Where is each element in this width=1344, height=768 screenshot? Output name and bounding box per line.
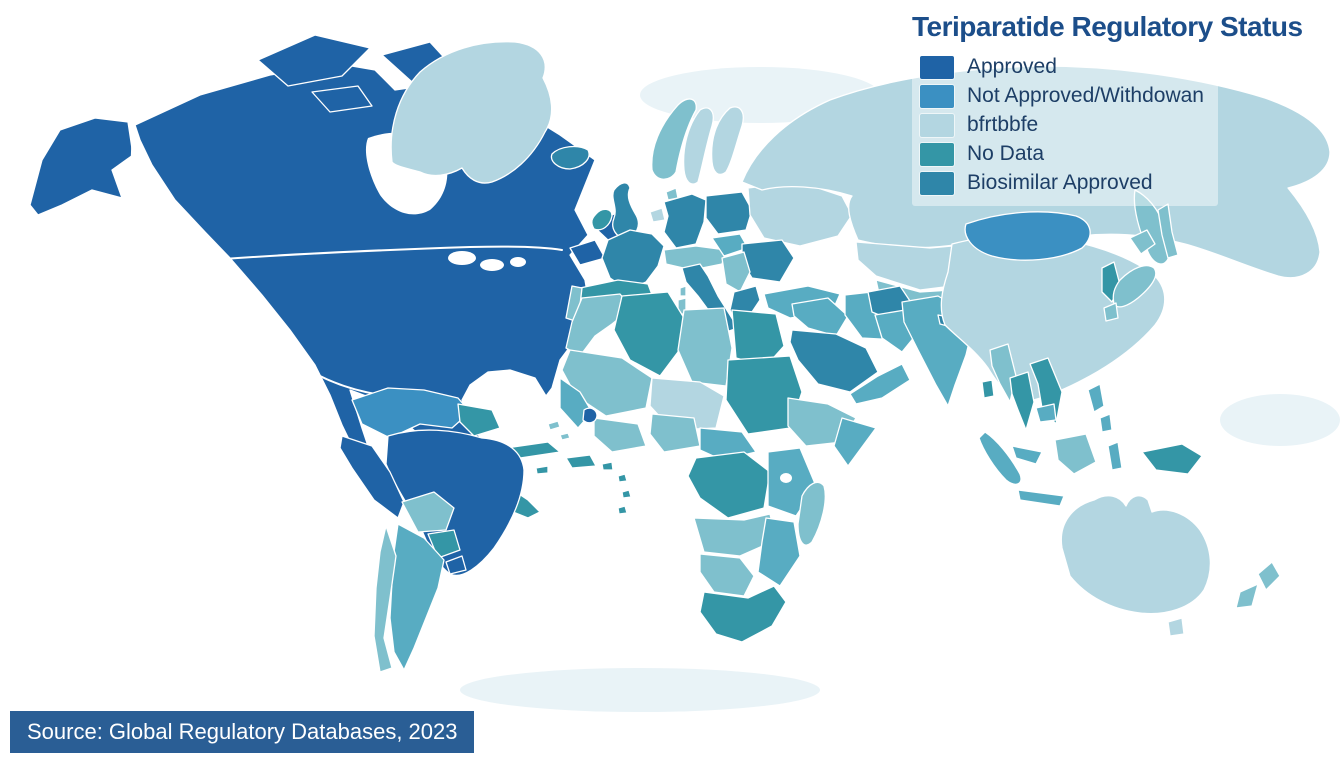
great-lakes	[510, 257, 526, 267]
legend-label-no-data: No Data	[967, 142, 1045, 166]
region-madagascar	[797, 481, 826, 546]
region-egypt	[731, 309, 785, 367]
legend-item-approved: Approved	[920, 53, 1204, 82]
region-new-zealand	[1235, 561, 1281, 609]
region-mozambique-zimbabwe	[757, 517, 801, 587]
map-title: Teriparatide Regulatory Status	[912, 11, 1303, 42]
region-caribbean-islands	[535, 461, 632, 515]
region-romania-bulgaria	[741, 239, 795, 283]
legend-item-unknown: bfrtbbfe	[920, 111, 1204, 140]
legend-item-not-approved: Not Approved/Withdowan	[920, 82, 1204, 111]
legend: Teriparatide Regulatory Status Approved …	[912, 11, 1332, 206]
region-south-africa	[699, 585, 787, 643]
legend-panel: Approved Not Approved/Withdowan bfrtbbfe…	[912, 48, 1218, 206]
region-alpine	[663, 245, 727, 271]
region-arctic-islands	[257, 34, 371, 87]
region-sumatra	[978, 431, 1022, 485]
region-saudi-arabia	[789, 329, 879, 393]
region-japan	[1103, 302, 1119, 322]
region-nigeria	[649, 413, 701, 453]
region-papua-new-guinea	[1141, 443, 1203, 475]
legend-item-no-data: No Data	[920, 140, 1204, 169]
region-alaska	[29, 117, 134, 216]
region-guyanas	[457, 403, 501, 437]
region-hispaniola	[565, 454, 597, 469]
region-ecuador-peru	[339, 435, 405, 519]
region-balkans	[721, 251, 751, 293]
region-uk	[612, 182, 640, 239]
region-sakhalin	[1157, 203, 1179, 259]
region-philippines	[1087, 383, 1113, 433]
region-sulawesi	[1107, 441, 1123, 471]
region-sardinia	[677, 285, 687, 315]
region-finland	[710, 106, 744, 176]
region-somalia	[833, 417, 877, 467]
region-australia	[1060, 495, 1212, 615]
lake-victoria	[780, 473, 792, 483]
source-badge: Source: Global Regulatory Databases, 202…	[10, 711, 475, 753]
great-lakes	[480, 259, 504, 271]
region-sri-lanka	[981, 379, 995, 399]
region-drc	[687, 451, 771, 519]
border-us-canada	[185, 245, 563, 263]
legend-swatch-no-data	[920, 142, 954, 166]
region-uruguay	[445, 555, 467, 575]
region-namibia-botswana	[699, 553, 755, 597]
region-mongolia	[964, 211, 1091, 261]
region-thailand	[1009, 371, 1035, 431]
region-borneo	[1054, 433, 1097, 475]
region-japan	[1129, 229, 1156, 255]
region-java	[1017, 489, 1065, 507]
region-bolivia	[401, 491, 455, 533]
region-myanmar	[989, 343, 1017, 403]
ocean-wisp	[1220, 394, 1340, 446]
region-bahamas	[547, 420, 571, 441]
region-germany	[663, 193, 707, 249]
region-yemen-oman	[849, 363, 911, 405]
border-alaska-canada	[129, 124, 134, 206]
region-benelux	[649, 207, 666, 223]
legend-swatch-biosimilar	[920, 171, 954, 195]
legend-label-approved: Approved	[967, 55, 1057, 79]
region-sierra-leone	[582, 407, 598, 424]
region-tasmania	[1167, 617, 1185, 637]
legend-label-not-approved: Not Approved/Withdowan	[967, 84, 1204, 108]
region-norway	[651, 98, 697, 180]
region-poland	[705, 191, 753, 235]
region-algeria	[613, 291, 685, 377]
region-chile	[373, 525, 397, 673]
legend-swatch-not-approved	[920, 84, 954, 108]
legend-label-unknown: bfrtbbfe	[967, 113, 1039, 137]
region-ghana-ivory	[593, 417, 647, 453]
region-malaysia	[1011, 445, 1043, 465]
legend-item-biosimilar: Biosimilar Approved	[920, 169, 1204, 198]
region-cambodia	[1035, 403, 1057, 423]
region-arctic-islands	[311, 85, 373, 113]
legend-swatch-unknown	[920, 113, 954, 137]
region-france	[601, 229, 665, 291]
region-greenland	[390, 41, 553, 184]
region-iceland	[550, 145, 590, 170]
region-ireland	[591, 208, 613, 231]
legend-swatch-approved	[920, 55, 954, 79]
ocean-wisp	[460, 668, 820, 712]
region-libya	[677, 307, 733, 387]
region-japan	[1112, 265, 1157, 308]
region-sweden	[682, 107, 714, 185]
great-lakes	[448, 251, 476, 265]
legend-label-biosimilar: Biosimilar Approved	[967, 171, 1153, 195]
